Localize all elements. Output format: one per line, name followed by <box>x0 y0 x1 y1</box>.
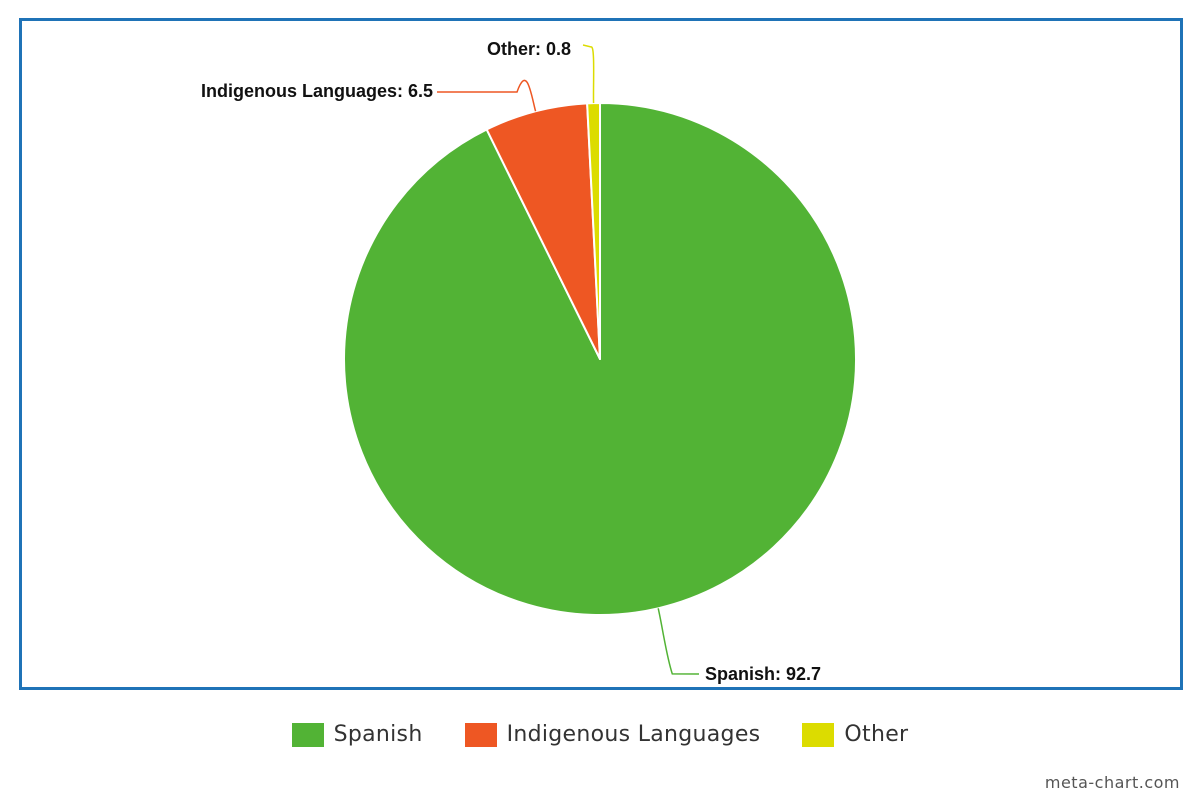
data-label-other: Other: 0.8 <box>487 39 571 59</box>
legend-swatch-spanish <box>291 722 324 747</box>
legend-label-spanish: Spanish <box>333 722 423 747</box>
connector-line-other <box>582 44 595 104</box>
legend: Spanish Indigenous Languages Other <box>0 722 1200 747</box>
data-label-spanish: Spanish: 92.7 <box>705 664 821 684</box>
legend-label-indigenous-languages: Indigenous Languages <box>506 722 761 747</box>
connector-line-spanish <box>657 608 700 675</box>
credit-link[interactable]: meta-chart.com <box>1044 773 1180 792</box>
pie-chart: Spanish: 92.7 Indigenous Languages: 6.5 Ot… <box>201 39 857 684</box>
legend-swatch-other <box>802 722 835 747</box>
legend-label-other: Other <box>844 722 909 747</box>
chart-frame: Spanish: 92.7 Indigenous Languages: 6.5 Ot… <box>19 18 1183 690</box>
legend-item-spanish[interactable]: Spanish <box>291 722 423 747</box>
connector-line-indigenous-languages <box>437 79 537 112</box>
data-label-indigenous-languages: Indigenous Languages: 6.5 <box>201 81 433 101</box>
legend-item-other[interactable]: Other <box>802 722 908 747</box>
legend-item-indigenous-languages[interactable]: Indigenous Languages <box>464 722 761 747</box>
legend-swatch-indigenous-languages <box>464 722 497 747</box>
